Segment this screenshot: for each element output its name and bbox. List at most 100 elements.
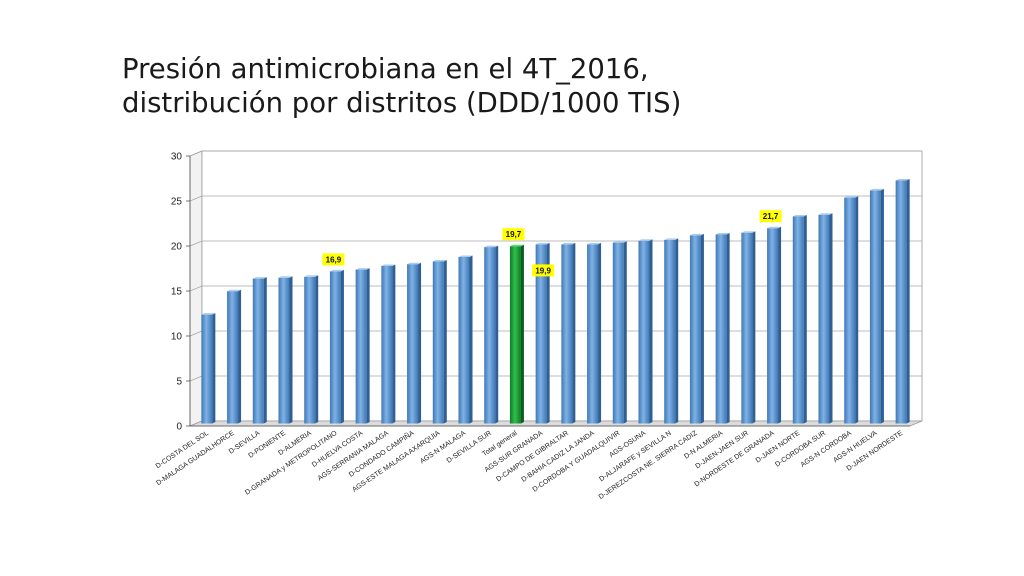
bar-front — [509, 246, 521, 424]
data-label: 16,9 — [322, 253, 345, 266]
bar — [689, 233, 704, 424]
title-line-1: Presión antimicrobiana en el 4T_2016, — [122, 53, 649, 85]
bar-front — [587, 244, 599, 424]
y-tick-label: 15 — [171, 287, 183, 298]
bar-front — [381, 266, 393, 424]
bar-top — [638, 239, 653, 241]
bar-side — [212, 313, 216, 424]
bar — [818, 213, 833, 424]
bar — [381, 264, 396, 424]
bar — [869, 188, 884, 424]
bar — [561, 242, 576, 424]
bar — [432, 260, 447, 424]
chart-bars — [201, 179, 910, 424]
bar-front — [792, 216, 804, 424]
bar-top — [587, 242, 602, 245]
bar-front — [252, 278, 264, 424]
bar — [458, 255, 473, 424]
y-tick-label: 25 — [171, 197, 183, 208]
data-label: 19,7 — [502, 228, 525, 241]
bar-top — [818, 213, 833, 215]
y-tick-label: 30 — [171, 152, 183, 163]
bar-front — [818, 214, 830, 424]
bar-side — [315, 275, 319, 424]
bar-side — [752, 231, 756, 424]
bar-side — [340, 269, 344, 424]
bar-side — [675, 238, 679, 424]
bar-top — [355, 268, 370, 270]
chart-floor — [189, 420, 923, 427]
y-tick-label: 20 — [171, 242, 183, 253]
bar — [767, 226, 782, 424]
bar-top — [509, 244, 524, 247]
bar-front — [664, 239, 676, 424]
bar-side — [418, 262, 422, 424]
bar — [252, 277, 267, 424]
bar-side — [829, 213, 833, 424]
bar-side — [495, 245, 499, 424]
data-label: 21,7 — [759, 210, 782, 223]
bar-top — [767, 226, 782, 229]
title-line-2: distribución por distritos (DDD/1000 TIS… — [122, 87, 682, 119]
bar — [407, 262, 422, 424]
bar-front — [484, 247, 496, 424]
bar-side — [238, 289, 242, 424]
x-tick-label: AGS-N MALAGA — [419, 430, 467, 466]
bar-top — [432, 260, 447, 262]
bar — [329, 269, 344, 424]
bar-front — [458, 257, 470, 424]
bar-top — [381, 264, 396, 266]
bar-side — [520, 244, 524, 424]
bar-top — [227, 289, 242, 292]
bar-side — [392, 264, 396, 424]
bar-front — [741, 232, 753, 424]
bar-side — [289, 276, 293, 424]
bar-side — [778, 226, 782, 424]
bar — [227, 289, 242, 424]
bar-side — [700, 233, 704, 424]
gridline — [189, 150, 922, 157]
bar-front — [329, 271, 341, 424]
bar-top — [612, 241, 627, 243]
bar-front — [278, 277, 290, 424]
bar-top — [715, 233, 730, 235]
bar-side — [906, 179, 910, 424]
bar-side — [649, 239, 653, 424]
bar-side — [443, 260, 447, 424]
bar-side — [263, 277, 267, 424]
data-label-background — [532, 264, 555, 277]
data-label: 19,9 — [532, 264, 555, 277]
bar-side — [880, 188, 884, 424]
bar-front — [612, 242, 624, 424]
bar-front — [638, 240, 650, 424]
bar-total-general — [509, 244, 524, 424]
bar-top — [458, 255, 473, 257]
bar-front — [767, 228, 779, 424]
bar-side — [598, 242, 602, 424]
bar-top — [201, 313, 216, 315]
bar-front — [561, 244, 573, 424]
bar-front — [715, 234, 727, 424]
gridline — [189, 285, 922, 292]
bar-top — [535, 242, 550, 245]
data-label-text: 16,9 — [326, 255, 342, 264]
bar-top — [895, 179, 910, 181]
bar-top — [844, 196, 859, 198]
data-label-text: 19,7 — [506, 230, 522, 239]
bar-side — [855, 196, 859, 424]
bar-front — [407, 264, 419, 424]
bar-side — [469, 255, 473, 424]
bar-front — [304, 276, 316, 424]
bar-front — [535, 244, 547, 424]
bar-top — [689, 233, 704, 236]
bar — [535, 242, 550, 424]
bar-top — [278, 276, 293, 278]
bar-side — [366, 268, 370, 424]
gridline — [189, 240, 922, 247]
bar-side — [546, 242, 550, 424]
bar-top — [561, 242, 576, 245]
data-label-text: 21,7 — [763, 212, 779, 221]
slide-title: Presión antimicrobiana en el 4T_2016, di… — [122, 52, 681, 120]
